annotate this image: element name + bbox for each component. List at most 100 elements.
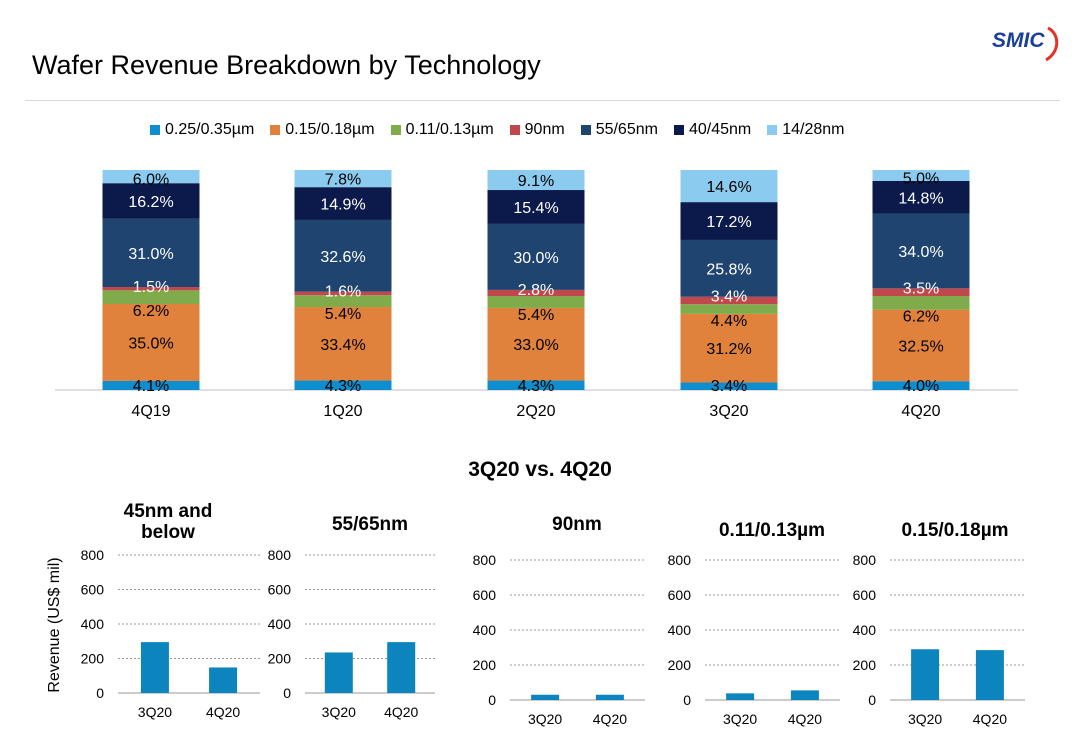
- data-label: 1.5%: [133, 279, 169, 296]
- y-tick-label: 0: [96, 685, 104, 701]
- bar-segment-4q20-0-15-0-18-m: [872, 309, 970, 382]
- bar-3q20: [140, 642, 169, 693]
- bar-3q20: [911, 649, 940, 700]
- bar-segment-2q20-0-11-0-13-m: [487, 296, 585, 308]
- smic-logo: SMIC: [990, 22, 1062, 64]
- legend-swatch: [509, 125, 520, 135]
- bar-segment-3q20-40-45nm: [680, 202, 778, 240]
- data-label: 14.9%: [320, 197, 365, 214]
- bar-3q20: [324, 652, 353, 693]
- data-label: 14.6%: [706, 179, 751, 196]
- bar-segment-1q20-90nm: [294, 291, 392, 296]
- bar-segment-4q20-14-28nm: [872, 170, 970, 181]
- bar-segment-1q20-0-11-0-13-m: [294, 295, 392, 308]
- legend-label: 14/28nm: [782, 121, 845, 138]
- y-tick-label: 0: [488, 692, 496, 708]
- bar-4q20: [975, 650, 1004, 700]
- x-tick-label: 4Q19: [131, 403, 170, 420]
- y-tick-label: 400: [268, 616, 292, 632]
- bar-3q20: [531, 694, 560, 700]
- y-tick-label: 600: [268, 582, 292, 598]
- mini-chart-title: 55/65nm: [332, 514, 408, 535]
- mini-chart-title: 90nm: [552, 514, 602, 535]
- y-tick-label: 800: [668, 552, 692, 568]
- bar-segment-2q20-14-28nm: [487, 170, 585, 191]
- data-label: 31.0%: [128, 246, 173, 263]
- legend-swatch: [270, 125, 281, 135]
- stacked-bar-chart: 4.1% 35.0% 6.2% 1.5% 31.0% 16.2% 6.0% 4Q19 4.3% 3…: [55, 170, 1018, 420]
- data-label: 14.8%: [898, 190, 943, 207]
- bar-segment-1q20-55-65nm: [294, 219, 392, 292]
- page-title: Wafer Revenue Breakdown by Technology: [32, 50, 541, 80]
- bar-segment-3q20-0-15-0-18-m: [680, 313, 778, 383]
- bar-segment-2q20-90nm: [487, 289, 585, 297]
- x-tick-label: 1Q20: [323, 403, 362, 420]
- bar-segment-4q19-40-45nm: [102, 183, 200, 219]
- x-tick-label: 4Q20: [973, 711, 1007, 727]
- data-label: 33.4%: [320, 337, 365, 354]
- bar-segment-4q19-0-15-0-18-m: [102, 303, 200, 381]
- y-tick-label: 600: [668, 587, 692, 603]
- bar-segment-4q20-40-45nm: [872, 181, 970, 214]
- data-label: 3.4%: [711, 289, 747, 306]
- mini-chart-title: 45nm and: [124, 501, 213, 522]
- y-tick-label: 600: [853, 587, 877, 603]
- x-tick-label: 3Q20: [322, 704, 356, 720]
- data-label: 33.0%: [513, 337, 558, 354]
- data-label: 25.8%: [706, 261, 751, 278]
- data-label: 32.5%: [898, 338, 943, 355]
- data-label: 16.2%: [128, 194, 173, 211]
- bar-segment-2q20-40-45nm: [487, 190, 585, 224]
- logo-arc-icon: [1045, 26, 1059, 62]
- legend-item-0-11-0-13-m: 0.11/0.13µm: [390, 121, 494, 139]
- data-label: 4.4%: [711, 313, 747, 330]
- data-label: 6.0%: [133, 172, 169, 189]
- data-label: 4.1%: [133, 378, 169, 395]
- x-tick-label: 3Q20: [908, 711, 942, 727]
- x-tick-label: 4Q20: [901, 403, 940, 420]
- legend-item-0-25-0-35-m: 0.25/0.35µm: [150, 121, 254, 139]
- data-label: 3.4%: [711, 378, 747, 395]
- y-tick-label: 800: [268, 547, 292, 563]
- legend-swatch: [150, 125, 160, 135]
- bar-segment-2q20-0-15-0-18-m: [487, 307, 585, 381]
- bar-segment-3q20-90nm: [680, 296, 778, 305]
- bar-4q20: [209, 667, 238, 693]
- bar-segment-4q20-90nm: [872, 288, 970, 297]
- x-tick-label: 3Q20: [528, 711, 562, 727]
- x-tick-label: 4Q20: [384, 704, 418, 720]
- bar-4q20: [790, 690, 819, 700]
- y-tick-label: 200: [668, 657, 692, 673]
- data-label: 4.3%: [518, 378, 554, 395]
- bar-segment-4q20-0-25-0-35-m: [872, 381, 970, 390]
- mini-chart-title: 0.15/0.18µm: [901, 520, 1008, 541]
- legend-item-40-45nm: 40/45nm: [673, 121, 751, 139]
- y-tick-label: 400: [853, 622, 877, 638]
- legend-label: 90nm: [524, 121, 565, 138]
- data-label: 6.2%: [903, 309, 939, 326]
- bar-segment-2q20-55-65nm: [487, 223, 585, 290]
- y-tick-label: 200: [853, 657, 877, 673]
- x-tick-label: 3Q20: [723, 711, 757, 727]
- y-tick-label: 0: [683, 692, 691, 708]
- data-label: 17.2%: [706, 214, 751, 231]
- legend-item-0-15-0-18-m: 0.15/0.18µm: [270, 121, 375, 139]
- mini-chart-90nm: 90nm 0 200 400 600 800 3Q20 4Q20: [473, 514, 645, 727]
- x-tick-label: 4Q20: [206, 704, 240, 720]
- legend-label: 0.15/0.18µm: [285, 121, 375, 138]
- y-tick-label: 800: [853, 552, 877, 568]
- y-tick-label: 0: [868, 692, 876, 708]
- data-label: 31.2%: [706, 341, 751, 358]
- y-tick-label: 800: [81, 547, 105, 563]
- legend-swatch: [767, 125, 778, 135]
- data-label: 5.4%: [325, 306, 361, 323]
- legend-label: 55/65nm: [595, 121, 658, 138]
- data-label: 32.6%: [320, 249, 365, 266]
- data-label: 35.0%: [128, 335, 173, 352]
- bar-segment-4q19-0-11-0-13-m: [102, 290, 200, 304]
- legend-label: 0.25/0.35µm: [165, 121, 255, 138]
- mini-chart-55-65nm: 55/65nm 0 200 400 600 800 3Q20 4Q20: [268, 514, 435, 720]
- bar-segment-1q20-0-25-0-35-m: [294, 380, 392, 390]
- x-tick-label: 4Q20: [788, 711, 822, 727]
- data-label: 1.6%: [325, 284, 361, 301]
